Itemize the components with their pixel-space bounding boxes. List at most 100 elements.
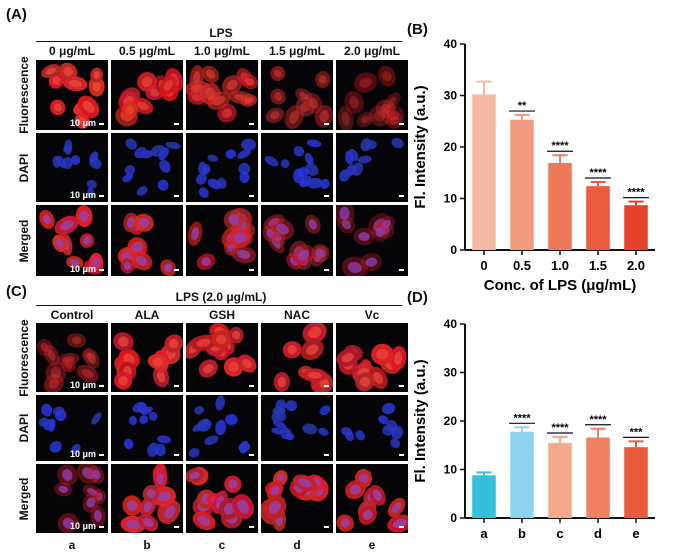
significance-label: **** <box>551 140 569 152</box>
panel-c-bottom-label-3: d <box>293 538 301 552</box>
bar <box>586 437 610 518</box>
panelC-column-label-2: GSH <box>208 308 235 322</box>
scale-bar <box>99 123 104 125</box>
panelC-row-label-0: Fluorescence <box>17 318 31 397</box>
scale-bar <box>174 195 179 197</box>
panelC-micrograph-r1-c1 <box>111 395 183 461</box>
scale-bar <box>399 195 404 197</box>
panel-c-bottom-label-1: b <box>143 538 151 552</box>
x-tick-label: e <box>632 526 639 541</box>
panelA-micrograph-r0-c3 <box>261 60 333 130</box>
y-tick-label: 30 <box>444 89 458 103</box>
bar <box>472 94 496 250</box>
panelA-row-label-0: Fluorescence <box>17 56 31 134</box>
scale-bar-label: 10 μm <box>69 380 96 390</box>
scale-bar <box>174 526 179 528</box>
y-tick-label: 0 <box>450 511 457 525</box>
panelA-micrograph-r2-c2 <box>186 205 258 276</box>
bar <box>624 447 648 518</box>
panelC-micrograph-r0-c3 <box>261 323 333 392</box>
panelA-micrograph-r0-c4 <box>336 60 408 130</box>
panelA-column-label-1: 0.5 μg/mL <box>118 44 176 58</box>
x-tick-label: b <box>518 526 526 541</box>
scale-bar-label: 10 μm <box>69 118 96 128</box>
panelC-column-label-1: ALA <box>134 308 160 322</box>
y-tick-label: 40 <box>444 37 458 51</box>
panelC-micrograph-r1-c0: 10 μm <box>36 395 108 461</box>
x-tick-label: 2.0 <box>627 258 645 273</box>
panelC-micrograph-r1-c4 <box>336 395 408 461</box>
panelC-micrograph-r1-c2 <box>186 395 258 461</box>
scale-bar <box>324 123 329 125</box>
scale-bar <box>324 269 329 271</box>
bar <box>548 162 572 250</box>
scale-bar <box>99 454 104 456</box>
x-tick-label: d <box>594 526 602 541</box>
y-tick-label: 40 <box>444 317 458 331</box>
bar <box>472 475 496 518</box>
scale-bar <box>174 385 179 387</box>
panel-b-letter: (B) <box>407 21 428 38</box>
scale-bar <box>174 269 179 271</box>
panelC-column-label-3: NAC <box>284 308 310 322</box>
panel-c-bottom-label-2: c <box>218 538 226 552</box>
panel-c-group-label: LPS (2.0 μg/mL) <box>175 290 267 304</box>
scale-bar <box>99 526 104 528</box>
panelA-micrograph-r0-c0: 10 μm <box>36 60 108 130</box>
y-axis-label: Fl. Intensity (a.u.) <box>412 359 429 482</box>
panelC-micrograph-r2-c0: 10 μm <box>36 464 108 533</box>
panel-c-bottom-label-0: a <box>68 538 76 552</box>
x-tick-label: c <box>556 526 563 541</box>
panelC-micrograph-r2-c4 <box>336 464 408 533</box>
panelC-column-label-4: Vc <box>364 308 380 322</box>
panelA-row-label-2: Merged <box>17 219 31 262</box>
panelA-column-label-2: 1.0 μg/mL <box>193 44 251 58</box>
y-tick-label: 20 <box>444 140 458 154</box>
bar <box>586 186 610 250</box>
panelA-micrograph-r1-c3 <box>261 133 333 202</box>
panelC-micrograph-r0-c4 <box>336 323 408 392</box>
panelA-micrograph-r2-c3 <box>261 205 333 276</box>
y-tick-label: 10 <box>444 463 458 477</box>
x-tick-label: 0.5 <box>513 258 531 273</box>
scale-bar <box>249 269 254 271</box>
scale-bar <box>249 195 254 197</box>
x-tick-label: 1.5 <box>589 258 607 273</box>
significance-label: **** <box>551 422 569 434</box>
panelA-micrograph-r2-c4 <box>336 205 408 276</box>
scale-bar <box>249 526 254 528</box>
y-axis-label: Fl. Intensity (a.u.) <box>412 85 429 208</box>
y-tick-label: 10 <box>444 192 458 206</box>
panel-a-group-line <box>36 41 402 42</box>
scale-bar <box>174 454 179 456</box>
panelC-micrograph-r0-c0: 10 μm <box>36 323 108 392</box>
significance-label: **** <box>627 187 645 199</box>
panelA-micrograph-r1-c0: 10 μm <box>36 133 108 202</box>
scale-bar-label: 10 μm <box>69 449 96 459</box>
significance-label: *** <box>630 426 644 438</box>
scale-bar <box>249 454 254 456</box>
panelC-micrograph-r1-c3 <box>261 395 333 461</box>
panelA-column-label-3: 1.5 μg/mL <box>268 44 326 58</box>
panelA-micrograph-r1-c4 <box>336 133 408 202</box>
panelA-column-label-0: 0 μg/mL <box>48 44 95 58</box>
bar <box>548 442 572 518</box>
scale-bar <box>399 123 404 125</box>
scale-bar <box>174 123 179 125</box>
chart-b: 0 10 20 30 40 Fl. Intensity (a.u.) 0 0.5 ** 1.0 **… <box>412 37 655 294</box>
panelA-micrograph-r2-c0: 10 μm <box>36 205 108 276</box>
panelC-micrograph-r2-c3 <box>261 464 333 533</box>
scale-bar-label: 10 μm <box>69 190 96 200</box>
y-tick-label: 0 <box>450 243 457 257</box>
scale-bar <box>249 385 254 387</box>
scale-bar <box>99 195 104 197</box>
scale-bar <box>399 385 404 387</box>
scale-bar <box>324 385 329 387</box>
scale-bar <box>324 195 329 197</box>
scale-bar <box>324 454 329 456</box>
bar <box>510 431 534 518</box>
panelA-micrograph-r1-c1 <box>111 133 183 202</box>
bar <box>510 119 534 250</box>
scale-bar <box>324 526 329 528</box>
x-tick-label: 1.0 <box>551 258 569 273</box>
